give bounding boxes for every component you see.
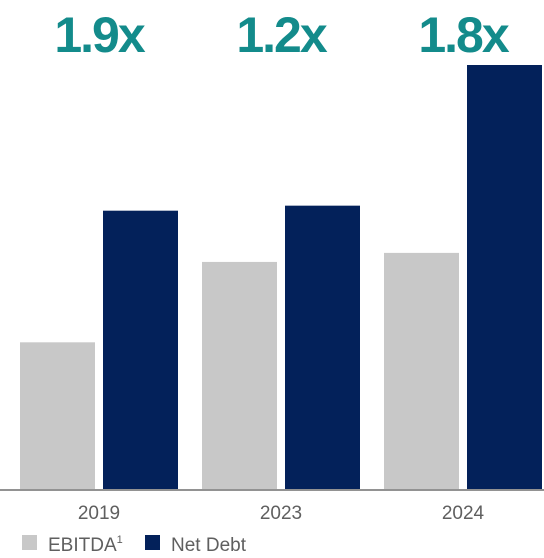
legend-label-text-net-debt: Net Debt	[171, 535, 247, 556]
x-tick-label-2024: 2024	[442, 503, 485, 524]
ratio-label-2019: 1.9x	[54, 7, 146, 63]
ratio-label-2023: 1.2x	[236, 7, 328, 63]
legend-label-net-debt: Net Debt	[171, 535, 247, 556]
legend-footnote-marker: 1	[117, 534, 123, 546]
x-tick-label-2023: 2023	[260, 503, 302, 524]
x-tick-labels: 2019 2023 2024	[78, 503, 485, 524]
ratio-labels: 1.9x 1.2x 1.8x	[54, 7, 512, 63]
bar-net-debt-2024	[467, 65, 542, 489]
legend-label-ebitda: EBITDA1	[48, 534, 123, 556]
bar-ebitda-2019	[20, 342, 95, 489]
x-tick-label-2019: 2019	[78, 503, 120, 524]
ratio-label-2024: 1.8x	[418, 7, 510, 63]
legend-swatch-net-debt	[145, 535, 160, 550]
bar-net-debt-2019	[103, 210, 178, 490]
bar-ebitda-2023	[202, 261, 277, 489]
legend-swatch-ebitda	[22, 535, 37, 550]
legend: EBITDA1 Net Debt	[22, 534, 247, 556]
bar-net-debt-2023	[285, 205, 360, 489]
legend-label-text-ebitda: EBITDA	[48, 535, 117, 556]
bars-layer	[20, 65, 542, 490]
bar-ebitda-2024	[384, 252, 459, 489]
